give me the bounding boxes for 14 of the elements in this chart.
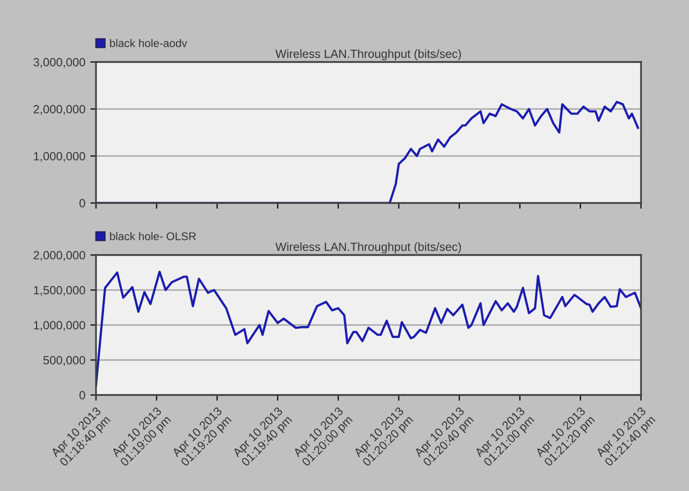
y-tick-label: 3,000,000 [34,58,86,68]
y-tick-label: 1,500,000 [34,286,86,296]
y-tick-label: 1,000,000 [34,321,86,331]
chart-title: Wireless LAN.Throughput (bits/sec) [275,242,461,254]
y-tick-label: 0 [79,199,86,208]
y-tick-label: 2,000,000 [34,105,86,115]
line-series [96,270,641,386]
legend-label: black hole- OLSR [110,232,196,240]
y-tick-label: 2,000,000 [34,251,86,261]
legend-label: black hole-aodv [110,38,188,48]
y-tick-label: 1,000,000 [34,152,86,162]
chart-title: Wireless LAN.Throughput (bits/sec) [275,49,461,60]
y-tick-label: 0 [79,391,86,400]
y-tick-label: 500,000 [43,356,86,366]
